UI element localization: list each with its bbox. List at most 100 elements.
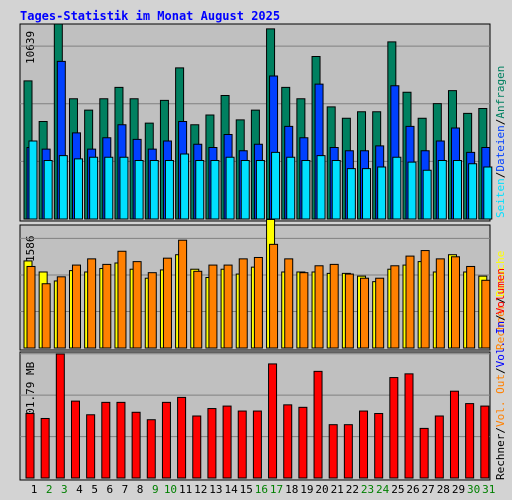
bar-volumen <box>434 415 444 479</box>
bar-rechner <box>375 277 385 349</box>
bar-seiten <box>437 160 447 220</box>
day-label: 5 <box>91 483 98 496</box>
day-label: 8 <box>137 483 144 496</box>
middle-panel-max-label: 1586 <box>24 236 37 263</box>
bar-rechner <box>238 258 248 349</box>
bar-seiten <box>180 153 190 220</box>
bar-rechner <box>466 265 476 349</box>
bar-seiten <box>407 161 417 220</box>
day-label: 3 <box>61 483 68 496</box>
day-labels: 1 2 3 4 5 6 7 8 9 10 11 12 13 14 15 16 17 18 19 20 21 22 23 24 2… <box>31 483 496 496</box>
day-label: 31 <box>482 483 495 496</box>
bar-volumen <box>25 413 35 479</box>
bar-seiten <box>119 156 129 220</box>
legend-entry-vol-in: Vol. In <box>494 321 507 367</box>
legend-entry-seiten: Seiten <box>494 178 507 218</box>
day-label: 17 <box>270 483 283 496</box>
legend-text: Seiten/Dateien/Anfragen <box>494 66 507 218</box>
day-label: 1 <box>31 483 38 496</box>
bar-rechner <box>132 261 142 349</box>
legend-entry-besuche: Besuche <box>494 251 507 297</box>
legend-entry-anfragen: Anfragen <box>494 66 507 119</box>
bar-volumen <box>389 377 399 479</box>
bar-volumen <box>70 400 80 479</box>
bar-seiten <box>73 158 83 220</box>
bar-volumen <box>207 408 217 479</box>
bar-volumen <box>116 401 126 479</box>
bar-rechner <box>41 283 51 349</box>
day-label: 30 <box>467 483 480 496</box>
legend-separator: / <box>494 367 507 374</box>
chart-title: Tages-Statistik im Monat August 2025 <box>20 9 280 23</box>
bar-volumen <box>146 419 156 479</box>
bar-rechner <box>405 255 415 349</box>
bar-volumen <box>40 417 50 479</box>
bar-volumen <box>480 405 490 479</box>
day-label: 28 <box>437 483 450 496</box>
day-label: 18 <box>285 483 298 496</box>
bar-seiten <box>28 140 38 220</box>
day-label: 15 <box>240 483 253 496</box>
legend-separator: / <box>494 314 507 321</box>
bar-volumen <box>283 404 293 479</box>
bar-seiten <box>104 156 114 220</box>
bar-seiten <box>255 160 265 220</box>
day-label: 7 <box>122 483 129 496</box>
legend-separator: / <box>494 172 507 179</box>
day-label: 6 <box>106 483 113 496</box>
bar-seiten <box>377 166 387 220</box>
day-label: 14 <box>224 483 238 496</box>
bar-seiten <box>422 169 432 220</box>
day-label: 22 <box>346 483 359 496</box>
bar-volumen <box>343 424 353 479</box>
bar-rechner <box>390 265 400 349</box>
bar-volumen <box>252 410 262 479</box>
day-label: 25 <box>391 483 404 496</box>
day-label: 4 <box>76 483 83 496</box>
bar-rechner <box>26 265 36 349</box>
requests-files-pages-panel: 10639 <box>19 23 493 222</box>
bar-volumen <box>101 401 111 479</box>
day-label: 13 <box>209 483 222 496</box>
bar-seiten <box>468 163 478 220</box>
day-label: 23 <box>361 483 374 496</box>
bar-seiten <box>89 156 99 220</box>
bar-seiten <box>362 168 372 220</box>
legend-separator: / <box>494 297 507 304</box>
visits-hosts-panel: 1586 <box>19 218 491 351</box>
bar-rechner <box>420 250 430 349</box>
bar-rechner <box>360 277 370 349</box>
bar-seiten <box>301 160 311 220</box>
bar-rechner <box>284 258 294 349</box>
day-label: 9 <box>152 483 159 496</box>
bar-volumen <box>161 401 171 479</box>
bar-seiten <box>58 155 68 220</box>
bar-rechner <box>208 264 218 349</box>
bar-rechner <box>299 272 309 349</box>
day-label: 2 <box>46 483 53 496</box>
bar-volumen <box>419 427 429 479</box>
bar-rechner <box>117 250 127 349</box>
bar-seiten <box>134 160 144 220</box>
bar-rechner <box>269 243 279 349</box>
day-label: 20 <box>315 483 328 496</box>
bar-seiten <box>392 156 402 220</box>
bar-rechner <box>344 273 354 349</box>
bar-rechner <box>329 263 339 349</box>
bar-volumen <box>298 406 308 479</box>
bar-seiten <box>225 156 235 220</box>
day-label: 12 <box>194 483 207 496</box>
day-label: 10 <box>164 483 177 496</box>
volume-panel: 1001.79 MB <box>19 351 491 481</box>
bar-rechner <box>71 264 81 349</box>
day-label: 11 <box>179 483 192 496</box>
legend-separator: / <box>494 427 507 434</box>
legend-text: Rechner/Vol. Out/Vol. In/Volumen <box>494 268 507 480</box>
top-panel-max-label: 10639 <box>24 31 37 64</box>
bar-rechner <box>314 265 324 349</box>
bar-volumen <box>374 413 384 479</box>
bar-seiten <box>164 160 174 220</box>
bar-rechner <box>87 258 97 349</box>
legend-entry-vol-out: Vol. Out <box>494 374 507 427</box>
